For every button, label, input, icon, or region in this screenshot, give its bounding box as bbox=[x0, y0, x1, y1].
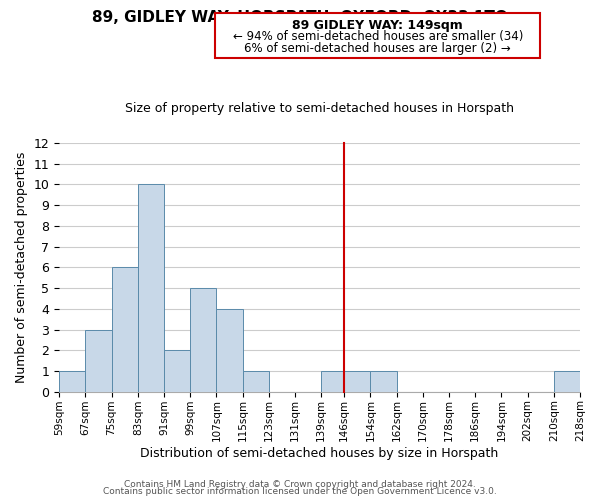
Text: Contains HM Land Registry data © Crown copyright and database right 2024.: Contains HM Land Registry data © Crown c… bbox=[124, 480, 476, 489]
Bar bbox=[321, 371, 344, 392]
Bar bbox=[164, 350, 190, 392]
Y-axis label: Number of semi-detached properties: Number of semi-detached properties bbox=[15, 152, 28, 383]
Bar bbox=[217, 309, 242, 392]
Bar bbox=[85, 330, 112, 392]
Bar bbox=[370, 371, 397, 392]
Bar bbox=[344, 371, 370, 392]
Bar bbox=[112, 268, 138, 392]
Bar bbox=[554, 371, 580, 392]
Bar bbox=[138, 184, 164, 392]
Text: 89, GIDLEY WAY, HORSPATH, OXFORD, OX33 1TQ: 89, GIDLEY WAY, HORSPATH, OXFORD, OX33 1… bbox=[92, 10, 508, 25]
Bar bbox=[242, 371, 269, 392]
Text: 89 GIDLEY WAY: 149sqm: 89 GIDLEY WAY: 149sqm bbox=[292, 19, 463, 32]
Title: Size of property relative to semi-detached houses in Horspath: Size of property relative to semi-detach… bbox=[125, 102, 514, 116]
Text: Contains public sector information licensed under the Open Government Licence v3: Contains public sector information licen… bbox=[103, 487, 497, 496]
X-axis label: Distribution of semi-detached houses by size in Horspath: Distribution of semi-detached houses by … bbox=[140, 447, 499, 460]
Text: ← 94% of semi-detached houses are smaller (34): ← 94% of semi-detached houses are smalle… bbox=[233, 30, 523, 44]
Text: 6% of semi-detached houses are larger (2) →: 6% of semi-detached houses are larger (2… bbox=[244, 42, 511, 55]
Bar bbox=[190, 288, 217, 392]
Bar bbox=[59, 371, 85, 392]
